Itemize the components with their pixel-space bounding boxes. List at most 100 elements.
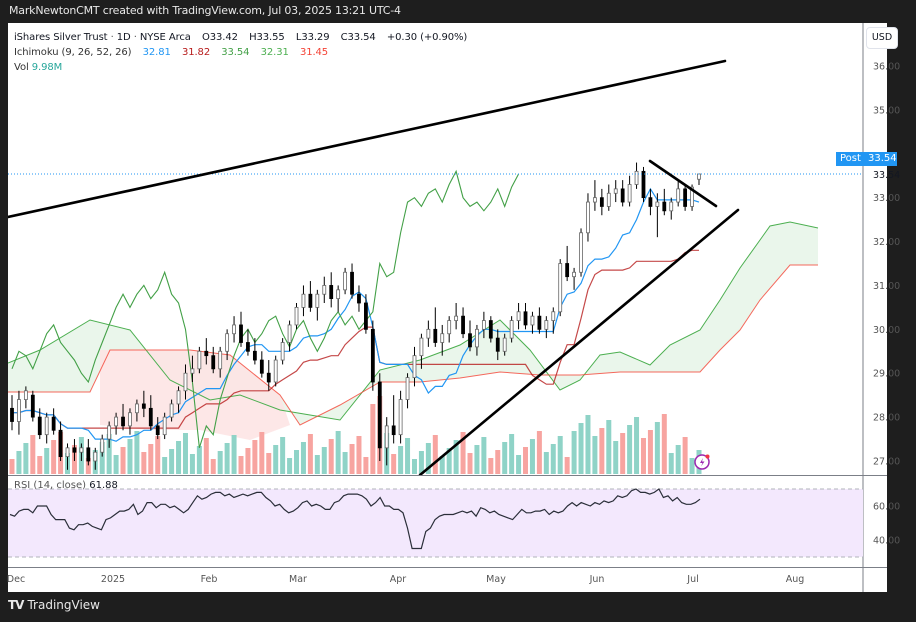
volume-bar xyxy=(460,432,466,474)
candle xyxy=(176,386,181,413)
footer-branding[interactable]: TV TradingView xyxy=(8,598,100,612)
candle xyxy=(544,316,549,339)
kijun-value: 31.82 xyxy=(181,47,211,58)
lightning-alert-icon[interactable] xyxy=(694,454,710,470)
candle xyxy=(593,180,597,211)
volume-bar xyxy=(287,458,293,474)
candle xyxy=(162,412,167,440)
volume-bar xyxy=(675,445,681,474)
candle xyxy=(252,338,257,365)
volume-bar xyxy=(356,436,362,474)
volume-bar xyxy=(37,456,43,474)
tradingview-logo-icon: TV xyxy=(8,598,25,612)
volume-bar xyxy=(349,444,355,474)
volume-bar xyxy=(148,444,154,474)
candle xyxy=(461,307,465,339)
volume-bar xyxy=(398,446,404,474)
volume-bar xyxy=(523,447,529,474)
volume-bar xyxy=(578,423,584,474)
interval[interactable]: 1D xyxy=(116,32,131,43)
candle xyxy=(488,316,493,343)
candle xyxy=(391,395,396,444)
volume-bar xyxy=(176,441,182,474)
candle xyxy=(197,346,202,374)
symbol-name[interactable]: iShares Silver Trust xyxy=(14,32,108,43)
volume-bar xyxy=(418,451,424,474)
post-market-price: 33.54 xyxy=(865,152,897,166)
candle xyxy=(697,173,701,185)
kijun-sen-line xyxy=(12,249,699,429)
candle xyxy=(662,188,667,216)
candle xyxy=(329,272,334,308)
open-value: O33.42 xyxy=(202,32,238,43)
candle xyxy=(79,443,84,461)
candle xyxy=(190,355,195,382)
candle xyxy=(551,307,556,334)
candle xyxy=(516,303,521,330)
rsi-tick: 40.00 xyxy=(873,536,900,547)
trendline-rising-support[interactable] xyxy=(418,208,740,475)
candle xyxy=(502,333,507,356)
trendline-upper-channel[interactable] xyxy=(8,59,727,219)
candle xyxy=(357,285,361,312)
volume-bar xyxy=(335,431,341,474)
volume-bar xyxy=(432,435,438,474)
candle xyxy=(433,307,438,347)
candle xyxy=(107,421,112,448)
volume-bar xyxy=(189,454,195,474)
volume-bar xyxy=(640,438,646,474)
legend-ichimoku-row[interactable]: Ichimoku (9, 26, 52, 26) 32.81 31.82 33.… xyxy=(14,45,467,60)
candle xyxy=(398,390,403,444)
currency-button[interactable]: USD xyxy=(866,27,898,49)
rsi-value: 61.88 xyxy=(89,480,118,491)
time-tick: Feb xyxy=(201,574,218,585)
time-tick: Jul xyxy=(686,574,698,585)
volume-bar xyxy=(16,451,22,474)
candle xyxy=(364,294,368,334)
candle xyxy=(51,408,56,435)
chart-attribution: MarkNewtonCMT created with TradingView.c… xyxy=(9,4,401,17)
candle xyxy=(384,417,389,466)
price-tick: 30.00 xyxy=(873,325,900,336)
volume-bar xyxy=(467,453,473,474)
candle xyxy=(65,443,70,470)
candle xyxy=(155,417,160,440)
volume-bar xyxy=(370,404,376,474)
candle xyxy=(308,281,313,312)
price-tick: 32.00 xyxy=(873,237,900,248)
span-b-value: 31.45 xyxy=(299,47,329,58)
volume-bar xyxy=(182,433,188,474)
candle xyxy=(530,311,535,334)
candle xyxy=(419,333,424,369)
candle xyxy=(141,390,146,418)
candle xyxy=(58,421,63,461)
volume-bar xyxy=(557,436,563,474)
price-tick: 36.00 xyxy=(873,62,900,73)
price-tick: 31.00 xyxy=(873,281,900,292)
candle xyxy=(86,439,91,466)
post-market-label: Post xyxy=(836,152,865,166)
volume-bar xyxy=(620,433,626,474)
candle xyxy=(322,276,327,303)
rsi-label: RSI (14, close) xyxy=(14,480,87,491)
legend-volume-row[interactable]: Vol 9.98M xyxy=(14,60,467,75)
main-pane[interactable] xyxy=(8,59,863,475)
trendline-falling-resistance[interactable] xyxy=(648,159,718,208)
volume-bar xyxy=(634,417,640,474)
candle xyxy=(336,285,341,312)
rsi-pane[interactable] xyxy=(8,488,863,558)
rsi-tick: 60.00 xyxy=(873,502,900,513)
volume-bar xyxy=(106,434,112,474)
volume-bar xyxy=(210,459,216,474)
volume-bar xyxy=(585,415,591,474)
time-axis[interactable]: Dec 2025 Feb Mar Apr May Jun Jul Aug xyxy=(7,574,804,585)
volume-bar xyxy=(606,420,612,474)
volume-bar xyxy=(405,438,411,474)
rsi-legend[interactable]: RSI (14, close) 61.88 xyxy=(14,480,118,491)
span-a-value: 32.31 xyxy=(260,47,289,58)
candle xyxy=(481,311,486,339)
candle xyxy=(37,408,42,440)
price-axis[interactable]: 36.00 35.00 33.00 32.00 31.00 30.00 29.00 28.00… xyxy=(873,62,900,547)
candle xyxy=(294,303,299,330)
